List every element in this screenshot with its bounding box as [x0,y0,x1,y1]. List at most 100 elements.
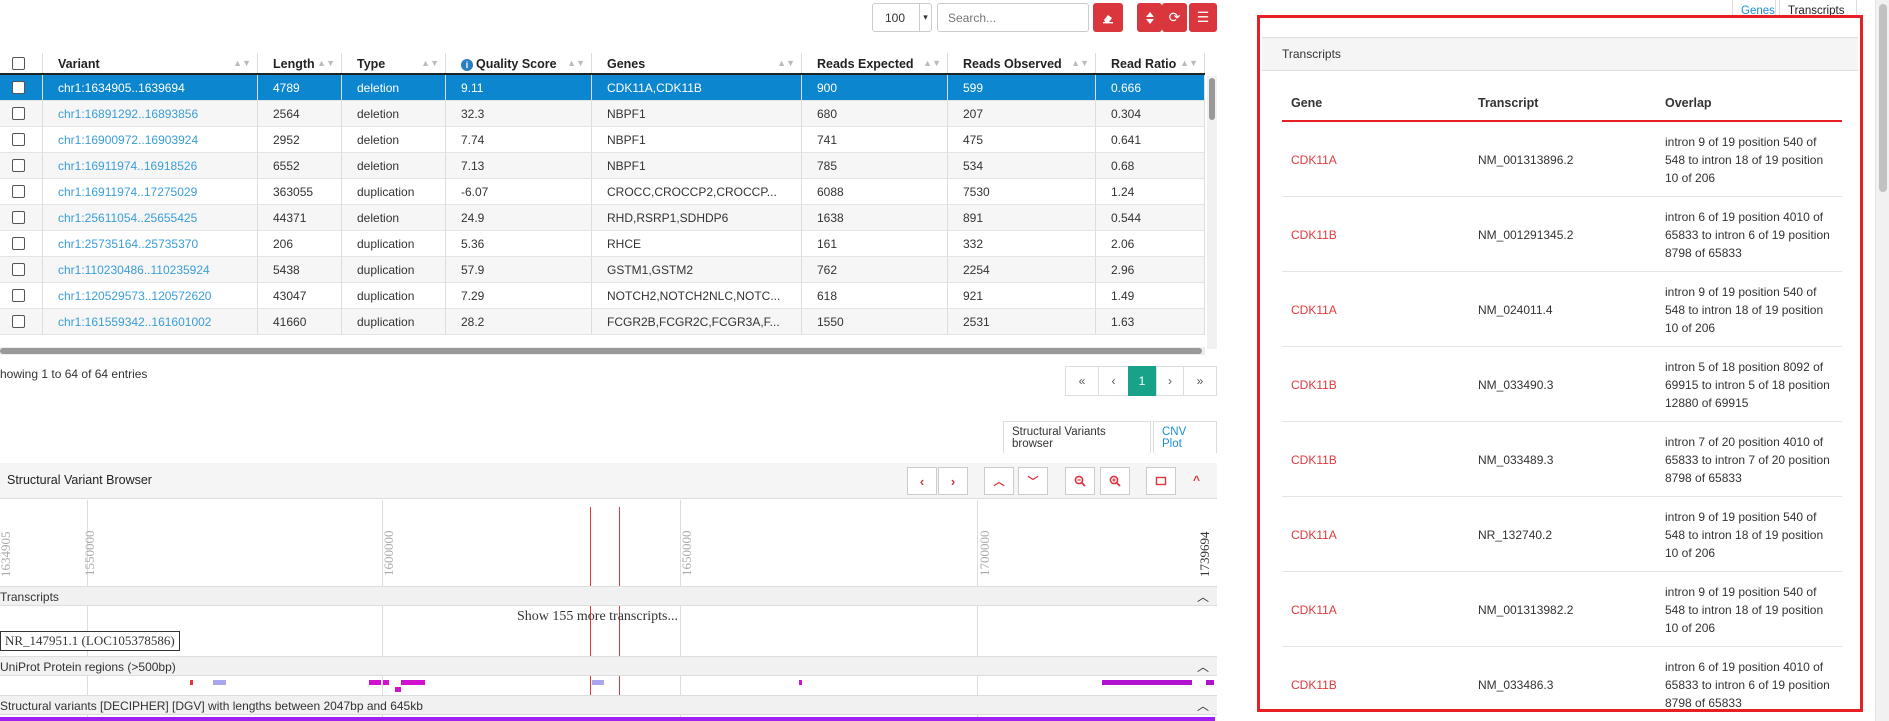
sv-browser-header [0,463,1217,499]
variant-cell: chr1:161559342..161601002 [43,309,258,334]
zoom-in-button[interactable] [1100,467,1130,495]
gene-link[interactable]: CDK11A [1291,302,1337,317]
clear-filter-button[interactable] [1093,3,1123,32]
gene-link[interactable]: CDK11B [1291,377,1337,392]
row-checkbox[interactable] [12,263,25,276]
variant-link[interactable]: chr1:161559342..161601002 [58,315,212,329]
fullscreen-icon [1155,476,1167,486]
variant-link[interactable]: chr1:16891292..16893856 [58,107,199,121]
gene-link[interactable]: CDK11B [1291,452,1337,467]
collapse-panel-button[interactable]: ^ [1193,473,1200,487]
row-checkbox[interactable] [12,133,25,146]
info-icon: i [461,59,473,71]
length-cell: 206 [258,231,342,256]
column-header-genes[interactable]: Genes ▲▼ [592,53,802,73]
table-vertical-scrollbar[interactable] [1207,76,1217,349]
scrollbar-thumb[interactable] [0,348,1202,354]
table-row[interactable]: chr1:16911974..16918526 6552 deletion 7.13 N… [0,153,1205,179]
variant-link[interactable]: chr1:16911974..17275029 [58,185,198,199]
row-checkbox[interactable] [12,81,25,94]
pan-right-button[interactable]: › [938,467,968,495]
chevron-up-icon: ^ [1193,473,1201,487]
row-checkbox[interactable] [12,159,25,172]
column-header-quality-score[interactable]: i Quality Score ▲▼ [446,53,592,73]
prev-page-button[interactable]: ‹ [1098,366,1129,396]
gene-link[interactable]: CDK11A [1291,527,1337,542]
last-page-button[interactable]: » [1183,366,1217,396]
column-header-type[interactable]: Type ▲▼ [342,53,446,73]
page-length-select[interactable]: 100 ▾ [872,3,932,32]
variant-link[interactable]: chr1:25735164..25735370 [58,237,199,251]
table-row[interactable]: chr1:120529573..120572620 43047 duplicatio… [0,283,1205,309]
transcript-id: NM_033490.3 [1478,377,1554,392]
zoom-out-button[interactable] [1065,467,1095,495]
select-all-checkbox[interactable] [12,57,25,70]
table-row[interactable]: chr1:16911974..17275029 363055 duplication… [0,179,1205,205]
variant-link[interactable]: chr1:120529573..120572620 [58,289,212,303]
table-row[interactable]: chr1:25611054..25655425 44371 deletion 24.9… [0,205,1205,231]
table-row[interactable]: chr1:25735164..25735370 206 duplication 5.3… [0,231,1205,257]
column-header-reads-observed[interactable]: Reads Observed ▲▼ [948,53,1096,73]
first-page-icon: « [1078,374,1086,388]
page-1-button[interactable]: 1 [1128,366,1156,396]
columns-menu-button[interactable]: ☰ [1189,3,1217,32]
next-page-icon: › [1168,374,1172,388]
length-cell: 44371 [258,205,342,230]
protein-region [190,680,193,685]
tab-cnv-plot[interactable]: CNV Plot [1153,421,1217,453]
column-header-read-ratio[interactable]: Read Ratio ▲▼ [1096,53,1205,73]
table-row[interactable]: chr1:1634905..1639694 4789 deletion 9.11 CDK… [0,75,1205,101]
tab-structural-variants-browser[interactable]: Structural Variants browser [1003,421,1151,453]
column-header-variant[interactable]: Variant ▲▼ [43,53,258,73]
variant-link[interactable]: chr1:1634905..1639694 [58,81,185,95]
refresh-button[interactable]: ⟳ [1162,3,1187,32]
track-header-uniprot[interactable]: UniProt Protein regions (>500bp) ︿ [0,656,1217,676]
table-row[interactable]: chr1:110230486..110235924 5438 duplication… [0,257,1205,283]
row-checkbox[interactable] [12,107,25,120]
row-checkbox[interactable] [12,289,25,302]
gene-link[interactable]: CDK11B [1291,677,1337,692]
sort-toggle-button[interactable] [1137,3,1162,32]
table-row[interactable]: chr1:16891292..16893856 2564 deletion 32.3 N… [0,101,1205,127]
column-header-overlap: Overlap [1665,96,1712,110]
move-up-button[interactable]: ︿ [984,467,1014,495]
overlap-text: intron 6 of 19 position 4010 of 65833 to… [1665,659,1830,710]
scrollbar-thumb[interactable] [1209,78,1215,120]
column-header-reads-expected[interactable]: Reads Expected ▲▼ [802,53,948,73]
variant-link[interactable]: chr1:16900972..16903924 [58,133,199,147]
page-scrollbar[interactable] [1875,0,1889,721]
column-header-length[interactable]: Length ▲▼ [258,53,342,73]
read-ratio-cell: 2.06 [1096,231,1205,256]
row-checkbox[interactable] [12,211,25,224]
row-checkbox[interactable] [12,185,25,198]
pan-left-button[interactable]: ‹ [907,467,937,495]
gene-link[interactable]: CDK11A [1291,152,1337,167]
row-checkbox[interactable] [12,315,25,328]
transcripts-panel-title: Transcripts [1262,37,1858,71]
reads-observed-cell: 2254 [948,257,1096,282]
axis-tick-label: 1650000 [679,530,694,577]
row-select-cell [0,309,43,334]
track-header-structural-variants[interactable]: Structural variants [DECIPHER] [DGV] wit… [0,695,1217,715]
table-row[interactable]: chr1:161559342..161601002 41660 duplicatio… [0,309,1205,335]
variant-link[interactable]: chr1:16911974..16918526 [58,159,198,173]
length-cell: 4789 [258,75,342,100]
scrollbar-thumb[interactable] [1879,4,1887,192]
transcript-feature[interactable]: NR_147951.1 (LOC105378586) [0,631,180,651]
table-row[interactable]: chr1:16900972..16903924 2952 deletion 7.74 N… [0,127,1205,153]
variant-link[interactable]: chr1:110230486..110235924 [58,263,210,277]
variant-link[interactable]: chr1:25611054..25655425 [58,211,198,225]
row-checkbox[interactable] [12,237,25,250]
show-more-transcripts-link[interactable]: Show 155 more transcripts... [517,609,678,624]
table-horizontal-scrollbar[interactable] [0,347,1205,355]
gene-link[interactable]: CDK11B [1291,227,1337,242]
first-page-button[interactable]: « [1065,366,1099,396]
move-down-button[interactable]: ﹀ [1018,467,1048,495]
protein-region [1206,680,1214,685]
track-header-transcripts[interactable]: Transcripts ︿ [0,586,1217,606]
sort-icon: ▲▼ [317,58,335,68]
fullscreen-button[interactable] [1146,467,1176,495]
search-input[interactable] [937,3,1089,32]
gene-link[interactable]: CDK11A [1291,602,1337,617]
next-page-button[interactable]: › [1156,366,1184,396]
